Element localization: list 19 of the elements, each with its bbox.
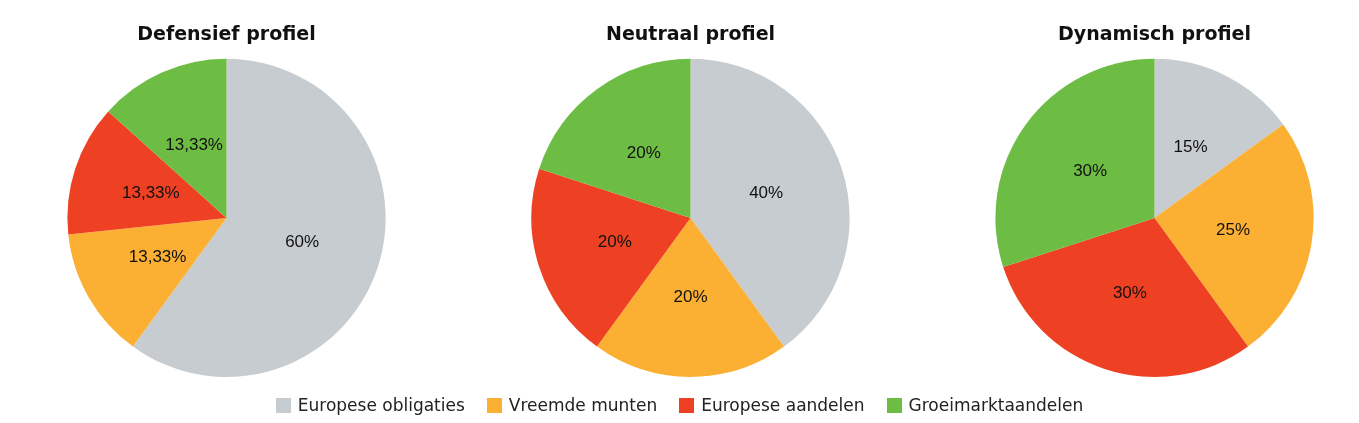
data-label: 60% bbox=[285, 232, 320, 252]
data-label: 30% bbox=[1112, 283, 1147, 303]
data-label: 25% bbox=[1216, 220, 1251, 240]
legend-label: Groeimarktaandelen bbox=[908, 395, 1084, 415]
data-label: 13,33% bbox=[122, 182, 180, 202]
data-label: 20% bbox=[626, 143, 661, 163]
data-label: 13,33% bbox=[128, 247, 187, 267]
chart-title: Neutraal profiel bbox=[605, 22, 776, 45]
legend-label: Europese aandelen bbox=[701, 395, 865, 415]
data-label: 13,33% bbox=[165, 134, 223, 154]
legend-label: Europese obligaties bbox=[297, 395, 465, 415]
chart-title: Dynamisch profiel bbox=[1057, 22, 1252, 45]
data-label: 15% bbox=[1173, 136, 1208, 156]
data-label: 40% bbox=[749, 183, 784, 203]
data-label: 20% bbox=[597, 232, 632, 252]
chart-title: Defensief profiel bbox=[137, 22, 316, 45]
legend-label: Vreemde munten bbox=[508, 395, 658, 415]
data-label: 20% bbox=[673, 287, 708, 307]
data-label: 30% bbox=[1073, 160, 1108, 180]
